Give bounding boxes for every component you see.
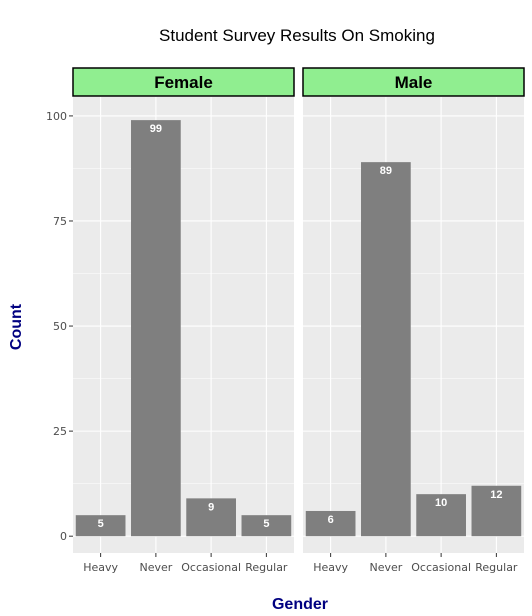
bar-value-label: 12 (490, 489, 502, 501)
y-tick-label: 100 (46, 110, 67, 123)
x-tick-label: Never (139, 561, 172, 574)
bar[interactable] (186, 498, 236, 537)
panel-background (303, 97, 524, 553)
x-tick-label: Heavy (83, 561, 118, 574)
x-tick-label: Heavy (313, 561, 348, 574)
x-tick-label: Occasional (181, 561, 241, 574)
facet-strip (302, 67, 525, 97)
x-tick-label: Occasional (411, 561, 471, 574)
bar[interactable] (305, 510, 356, 537)
y-tick-label: 50 (53, 320, 67, 333)
bar[interactable] (75, 515, 126, 537)
panel-background (73, 97, 294, 553)
bar[interactable] (361, 162, 411, 537)
bar[interactable] (131, 120, 181, 537)
x-tick-label: Regular (475, 561, 518, 574)
bar-value-label: 6 (328, 514, 334, 526)
bar-value-label: 10 (435, 497, 447, 509)
facet-strip-label: Female (154, 73, 213, 92)
chart-title: Student Survey Results On Smoking (159, 26, 435, 45)
x-axis-title: Gender (272, 596, 328, 613)
bar-value-label: 9 (208, 501, 214, 513)
y-tick-label: 0 (60, 530, 67, 543)
y-tick-label: 25 (53, 425, 67, 438)
bar[interactable] (471, 485, 522, 537)
facet-strip-label: Male (395, 73, 433, 92)
bar[interactable] (416, 494, 466, 537)
x-tick-label: Never (369, 561, 402, 574)
bar[interactable] (241, 515, 292, 537)
bar-value-label: 5 (98, 518, 104, 530)
bar-value-label: 99 (150, 123, 162, 135)
x-tick-label: Regular (245, 561, 288, 574)
y-axis-title: Count (8, 303, 25, 350)
bar-value-label: 89 (380, 165, 392, 177)
y-tick-label: 75 (53, 215, 67, 228)
bar-value-label: 5 (263, 518, 269, 530)
facet-strip (72, 67, 295, 97)
